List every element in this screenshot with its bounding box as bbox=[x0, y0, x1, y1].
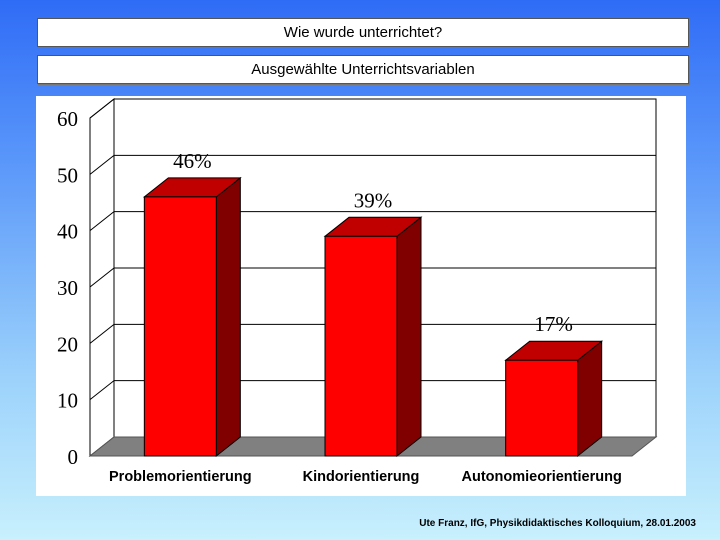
gridline bbox=[89, 267, 656, 288]
gridline bbox=[89, 98, 656, 119]
y-tick-label: 10 bbox=[57, 389, 78, 413]
bar-chart: 0 10 20 30 40 50 60 46% Problemorientierung 39% Ki… bbox=[57, 97, 658, 485]
y-tick-label: 20 bbox=[57, 332, 78, 356]
footer-citation: Ute Franz, IfG, Physikdidaktisches Kollo… bbox=[419, 518, 696, 529]
data-label: 39% bbox=[354, 188, 393, 212]
x-tick-label: Kindorientierung bbox=[303, 469, 420, 485]
chart-subtitle: Ausgewählte Unterrichtsvariablen bbox=[37, 55, 689, 84]
chart-title-text: Wie wurde unterrichtet? bbox=[283, 24, 443, 41]
chart-area: 0 10 20 30 40 50 60 46% Problemorientierung 39% Ki… bbox=[36, 96, 686, 496]
chart-title: Wie wurde unterrichtet? bbox=[37, 18, 689, 47]
bar-side bbox=[215, 176, 241, 458]
y-tick-label: 0 bbox=[68, 445, 79, 469]
bar bbox=[505, 359, 579, 457]
data-label: 46% bbox=[173, 149, 212, 173]
bar-side bbox=[577, 340, 603, 458]
y-tick-label: 60 bbox=[57, 107, 78, 131]
x-tick-label: Problemorientierung bbox=[109, 469, 252, 485]
bar bbox=[324, 235, 398, 457]
y-tick-label: 50 bbox=[57, 163, 78, 187]
gridline bbox=[89, 211, 656, 232]
bar bbox=[143, 196, 217, 457]
data-label: 17% bbox=[534, 312, 573, 336]
gridline bbox=[89, 323, 656, 344]
x-tick-label: Autonomieorientierung bbox=[462, 469, 622, 485]
chart-subtitle-text: Ausgewählte Unterrichtsvariablen bbox=[251, 61, 475, 78]
gridline bbox=[89, 154, 656, 175]
gridline bbox=[89, 380, 656, 401]
y-tick-label: 30 bbox=[57, 276, 78, 300]
bar-side bbox=[396, 216, 422, 458]
y-tick-label: 40 bbox=[57, 220, 78, 244]
